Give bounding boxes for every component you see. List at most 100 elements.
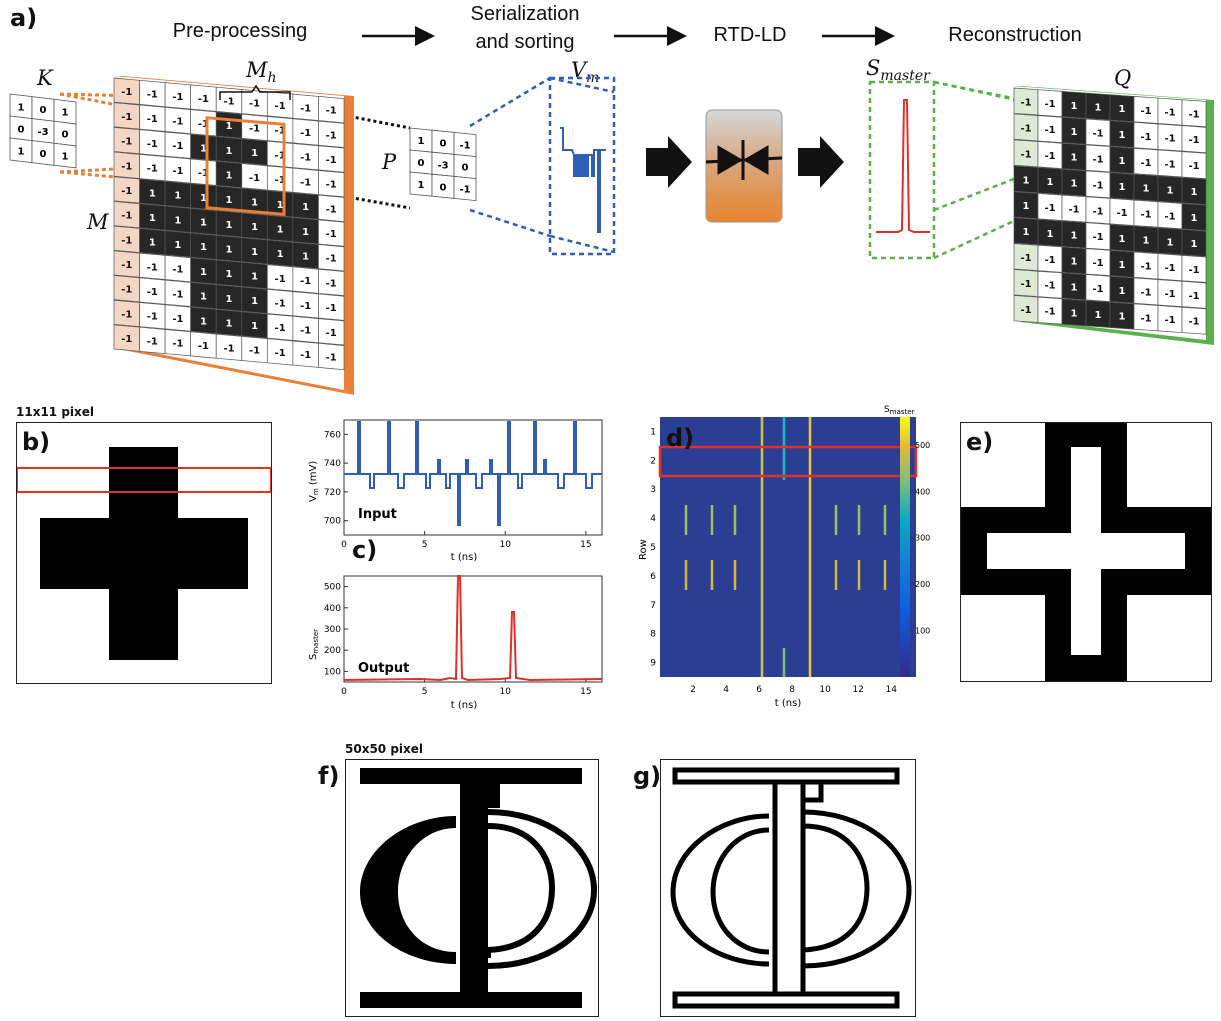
q-grid-value: 1 [1071,101,1078,112]
m-grid-value: 1 [277,249,284,260]
q-grid-value: -1 [1164,134,1175,145]
row-tick-label: 6 [650,572,656,582]
m-grid-value: -1 [198,168,209,179]
q-grid-value: -1 [1092,128,1103,139]
q-grid-slab-right [1206,100,1214,345]
q-grid-value: 1 [1023,175,1030,186]
rtd-ld-symbol [705,140,783,180]
m-grid-value: -1 [198,119,209,130]
m-grid-value: -1 [326,130,337,141]
m-grid-value: -1 [326,353,337,364]
mh-brace [219,84,291,100]
heatmap-lines [684,417,887,677]
k-kernel-value: 0 [62,130,69,141]
q-grid-value: -1 [1092,232,1103,243]
m-grid-value: -1 [275,348,286,359]
m-grid-slab-bottom [113,345,354,395]
heatmap-xlabel: t (ns) [775,698,802,709]
m-grid-value: 1 [174,191,181,202]
symbol-m: M [87,210,109,234]
output-x-label: 15 [580,687,591,697]
q-grid-value: 1 [1167,237,1174,248]
q-grid-value: -1 [1020,98,1031,109]
m-grid-value: -1 [121,334,132,345]
q-grid-value: -1 [1140,313,1151,324]
m-grid-value: 1 [251,272,258,283]
q-grid-value: 1 [1119,286,1126,297]
row-tick-label: 1 [650,427,656,437]
m-grid-value: 1 [226,319,233,330]
heatmap-xtick-label: 6 [756,685,762,695]
input-x-label: 10 [500,540,512,550]
m-grid-value: 1 [226,294,233,305]
q-grid-value: -1 [1164,289,1175,300]
m-grid-cell [318,219,345,247]
stage-reconstruction: Reconstruction [948,24,1082,46]
p-kernel-cell [453,175,477,202]
m-grid-value: -1 [300,128,311,139]
p-kernel-value: 0 [440,182,447,193]
m-grid-value: -1 [326,155,337,166]
input-xlabel: t (ns) [451,552,478,563]
cbar-tick-label: 500 [915,441,930,450]
phi-symbol-edges [670,767,912,1009]
q-grid-value: 1 [1119,182,1126,193]
p-kernel-value: 1 [418,180,425,191]
m-grid-cell [318,194,345,222]
phi-symbol-filled [360,768,598,1008]
m-grid-value: 1 [149,188,156,199]
m-grid-value: -1 [172,141,183,152]
output-y-label: 400 [324,604,341,614]
m-grid-value: 1 [251,197,258,208]
q-grid-value: 1 [1047,177,1054,188]
m-grid-value: -1 [326,106,337,117]
input-y-label: 760 [324,430,341,440]
input-y-label: 700 [324,517,341,527]
heatmap-xtick-label: 14 [885,685,897,695]
q-grid-value: 1 [1071,256,1078,267]
p-kernel-value: -1 [459,141,470,152]
q-grid-value: 1 [1143,236,1150,247]
m-grid-value: 1 [174,215,181,226]
q-grid-value: -1 [1044,203,1055,214]
cbar-tick-label: 200 [915,580,930,589]
m-grid-value: -1 [275,175,286,186]
q-grid-value: -1 [1188,161,1199,172]
q-grid-value: -1 [1092,180,1103,191]
cross-11x11 [16,447,272,660]
m-grid-value: -1 [147,312,158,323]
m-grid-value: -1 [172,92,183,103]
m-grid-value: -1 [121,309,132,320]
k-kernel-cell [53,142,77,169]
q-grid-cell [1181,203,1207,231]
q-grid-value: 1 [1119,234,1126,245]
symbol-k: K [37,66,53,90]
q-grid-value: -1 [1116,208,1127,219]
output-y-label: 200 [324,646,341,656]
panel-f-label: f) [318,762,340,790]
m-grid-value: -1 [121,211,132,222]
q-grid-value: -1 [1020,123,1031,134]
m-grid-value: 1 [149,213,156,224]
q-grid-value: -1 [1188,265,1199,276]
panel-f-caption: 50x50 pixel [345,742,424,756]
q-grid-value: 1 [1095,310,1102,321]
m-grid-value: 1 [200,316,207,327]
m-grid-value: -1 [147,287,158,298]
m-grid-value: 1 [251,222,258,233]
heatmap-ylabel: Row [638,539,649,560]
p-to-vm-lines [469,76,616,256]
m-grid-value: 1 [226,220,233,231]
k-kernel-value: 1 [18,102,25,113]
m-grid-value: -1 [172,116,183,127]
panel-b-caption: 11x11 pixel [16,405,95,419]
m-grid-value: -1 [275,323,286,334]
input-x-label: 15 [580,540,591,550]
input-yticks: 700 720 740 760 [324,430,348,527]
m-grid-value: -1 [147,262,158,273]
m-grid-value: -1 [300,326,311,337]
m-grid-value: -1 [198,94,209,105]
q-grid-value: 1 [1119,312,1126,323]
q-grid-value: -1 [1140,287,1151,298]
k-kernel-value: 0 [18,124,25,135]
